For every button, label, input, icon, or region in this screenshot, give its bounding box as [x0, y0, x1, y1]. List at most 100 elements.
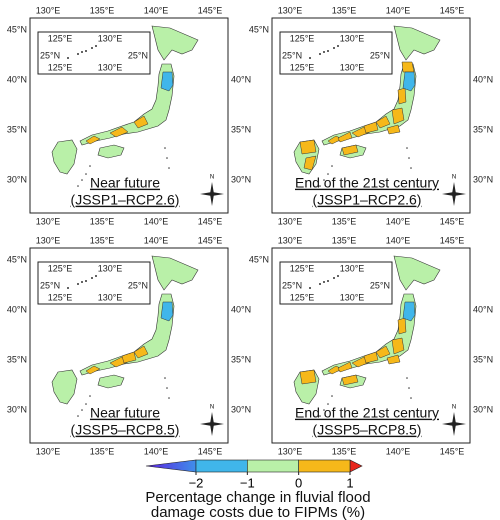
lon-label: 130°E: [278, 235, 303, 245]
inset-lon-label: 130°E: [340, 263, 365, 273]
island: [408, 387, 410, 389]
lon-label: 145°E: [198, 446, 223, 456]
lon-label: 130°E: [278, 5, 303, 15]
island: [166, 157, 168, 159]
inset-frame: [37, 261, 151, 305]
compass-label: N: [452, 175, 456, 181]
panel-title: End of the 21st century: [295, 175, 439, 191]
inset-island: [91, 47, 93, 49]
lat-label: 35°N: [7, 124, 27, 134]
region-patch: [402, 301, 416, 322]
inset-island: [319, 283, 321, 285]
inset-island: [333, 277, 335, 279]
lat-label: 40°N: [473, 74, 493, 84]
lat-label: 35°N: [473, 124, 493, 134]
colorbar-tick-label: −2: [189, 475, 204, 490]
island: [89, 165, 91, 167]
land: [151, 25, 199, 61]
colorbar-tick-label: −1: [240, 475, 255, 490]
colorbar-under: [145, 459, 197, 473]
inset-island: [85, 280, 87, 282]
lon-label: 140°E: [144, 5, 169, 15]
region-patch: [397, 317, 407, 335]
lon-label: 135°E: [90, 5, 115, 15]
lon-label: 140°E: [144, 235, 169, 245]
land: [51, 369, 78, 405]
region-patch: [299, 369, 317, 385]
lon-label: 135°E: [90, 235, 115, 245]
inset-lon-label: 125°E: [290, 62, 315, 72]
lat-label: 30°N: [7, 174, 27, 184]
lon-label: 130°E: [36, 216, 61, 226]
island: [323, 409, 325, 411]
inset-island: [309, 287, 311, 289]
region-patch: [121, 351, 137, 364]
region-patch: [341, 144, 359, 156]
map-panel: 125°E 125°E 130°E 130°E 25°N 25°N 130°E 130°E 13…: [249, 235, 493, 456]
lon-label: 135°E: [332, 5, 357, 15]
island: [85, 173, 87, 175]
island: [168, 167, 170, 169]
inset-frame: [37, 31, 151, 75]
island: [168, 397, 170, 399]
panel-title: Near future: [90, 405, 160, 421]
region-patch: [299, 139, 317, 155]
inset-lon-label: 125°E: [48, 263, 73, 273]
lat-label: 45°N: [7, 24, 27, 34]
inset-island: [337, 45, 339, 47]
land: [151, 255, 199, 291]
island: [164, 147, 166, 149]
land: [393, 25, 441, 61]
inset-lon-label: 130°E: [340, 62, 365, 72]
region-patch: [391, 337, 405, 355]
region-patch: [303, 155, 317, 171]
compass-label: N: [210, 175, 214, 181]
island: [81, 179, 83, 181]
region-patch: [402, 71, 416, 92]
colorbar-tick-label: 1: [346, 475, 353, 490]
island: [331, 395, 333, 397]
lon-label: 130°E: [36, 235, 61, 245]
inset-island: [81, 281, 83, 283]
lat-label: 45°N: [7, 254, 27, 264]
inset-island: [95, 45, 97, 47]
inset-lat-label: 25°N: [128, 280, 148, 290]
panel-title: Near future: [90, 175, 160, 191]
land: [97, 374, 125, 389]
lat-label: 30°N: [231, 174, 251, 184]
lon-label: 145°E: [440, 446, 465, 456]
region-patch: [160, 301, 174, 322]
island: [323, 179, 325, 181]
region-patch: [375, 345, 391, 359]
lon-label: 135°E: [332, 216, 357, 226]
island: [85, 403, 87, 405]
inset-lat-label: 25°N: [128, 50, 148, 60]
island: [408, 157, 410, 159]
lon-label: 130°E: [278, 446, 303, 456]
region-patch: [133, 345, 149, 359]
inset-island: [77, 283, 79, 285]
lon-label: 140°E: [386, 446, 411, 456]
inset-island: [327, 50, 329, 52]
land: [393, 255, 441, 291]
lon-label: 140°E: [386, 216, 411, 226]
lat-label: 30°N: [473, 174, 493, 184]
lon-label: 145°E: [198, 235, 223, 245]
inset-island: [81, 51, 83, 53]
region-patch: [397, 87, 407, 105]
lat-label: 35°N: [7, 354, 27, 364]
lat-label: 35°N: [231, 354, 251, 364]
compass: [442, 422, 466, 426]
lon-label: 145°E: [440, 216, 465, 226]
region-patch: [341, 374, 359, 386]
lon-label: 135°E: [332, 446, 357, 456]
lat-label: 40°N: [7, 304, 27, 314]
inset-island: [337, 275, 339, 277]
island: [319, 415, 321, 417]
inset-lon-label: 125°E: [290, 33, 315, 43]
inset-island: [67, 57, 69, 59]
panel-title: (JSSP1–RCP2.6): [71, 192, 180, 208]
inset-lat-label: 25°N: [40, 50, 60, 60]
inset-frame: [279, 261, 393, 305]
